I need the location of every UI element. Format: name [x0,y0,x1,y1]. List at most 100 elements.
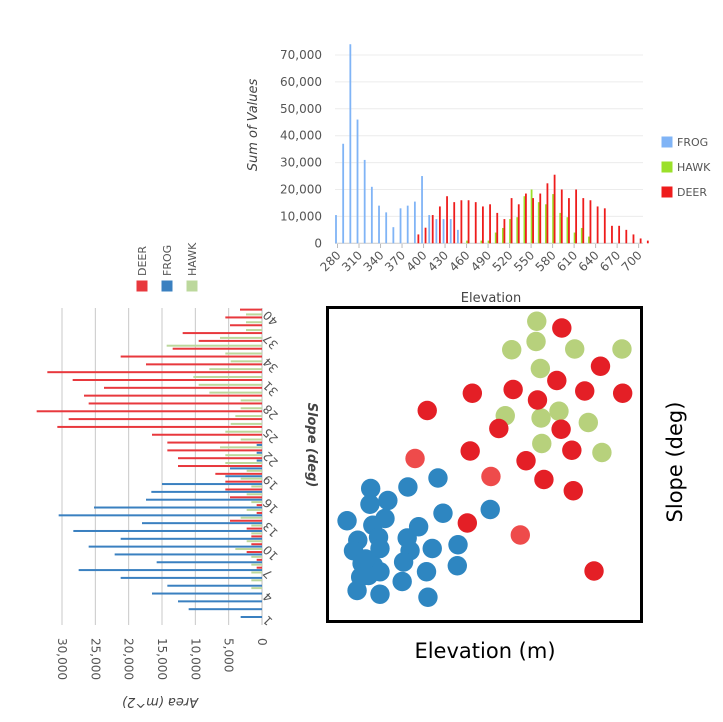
bar-hawk [251,563,262,566]
bar-frog [120,576,263,579]
bar-deer [198,339,262,342]
bar-deer [225,488,262,491]
scatter-point [337,511,357,531]
bar-hawk [225,462,262,464]
bar-hawk [246,313,262,316]
bar-deer [72,379,263,381]
bar-hawk [246,469,262,472]
bar-deer [167,449,262,452]
bar-deer [146,363,262,366]
scatter-point [563,481,583,501]
bar-hawk [246,329,262,332]
bar-hawk [240,516,262,519]
bar-frog [240,616,262,618]
bar-deer [120,355,263,358]
bar-hawk [487,240,490,244]
bar-frog [88,545,263,548]
bar-hawk [523,196,526,244]
scatter-point [370,584,390,604]
x-tick-label: 580 [533,248,559,274]
bar-deer [230,519,262,522]
scatter-point [417,400,437,421]
scatter-point [612,383,633,403]
bar-hawk [240,477,262,480]
x-tick-label: 40 [260,308,281,329]
scatter-point [448,535,468,555]
bar-deer [589,200,592,244]
x-tick-label: 460 [447,248,473,274]
scatter-point [531,408,551,428]
bar-frog [435,219,438,244]
y-tick-label: 30,000 [55,638,69,680]
elevation-bar-chart: Sum of Values Elevation 0 10,000 20,000 30,… [246,44,711,306]
bar-hawk [559,212,562,244]
bar-frog [442,219,445,244]
scatter-point [612,339,632,359]
bar-hawk [225,352,262,355]
bar-frog [178,600,262,603]
bar-frog [256,459,262,462]
bar-frog [392,227,395,244]
bar-frog [114,553,263,556]
x-tick-label: 310 [339,248,365,274]
left-ylabel: Area (m^2) [122,694,199,709]
bar-deer [553,174,556,244]
bar-hawk [240,438,262,441]
bar-deer [246,527,262,530]
scatter-point [534,469,554,490]
legend-label-frog: FROG [677,136,708,149]
y-tick-label: 50,000 [280,102,322,116]
bar-hawk [552,194,554,244]
bar-deer [596,206,599,244]
bar-deer [251,543,262,546]
bar-deer [172,347,262,350]
bar-deer [424,227,427,244]
scatter-point [565,339,585,359]
x-tick-label: 37 [260,331,281,352]
bar-frog [456,229,459,244]
bar-deer [489,204,491,244]
y-tick-label: 60,000 [280,75,322,89]
bar-frog [256,451,262,454]
bar-hawk [502,227,504,244]
left-xlabel: Slope (deg) [304,403,319,488]
bar-hawk [588,236,590,244]
scatter-point [433,503,453,523]
bar-hawk [209,368,262,371]
scatter-point [527,311,547,331]
bar-hawk [251,579,262,582]
bar-frog [120,537,263,540]
bar-deer [57,425,263,428]
bar-deer [431,215,434,244]
bar-frog [73,529,262,532]
bar-deer [611,225,613,244]
legend-label-hawk: HAWK [186,242,199,276]
bar-deer [68,418,263,421]
bar-deer [182,332,262,335]
bar-frog [142,522,262,525]
bar-hawk [235,548,262,551]
scatter-xlabel: Elevation (m) [414,639,555,663]
scatter-point [578,412,599,433]
bar-frog [167,584,262,587]
bar-hawk [230,422,262,425]
scatter-point [370,538,390,559]
bar-frog [406,205,409,244]
scatter-point [516,451,536,471]
bar-deer [575,189,578,244]
bar-frog [256,443,262,446]
legend-swatch-frog [161,280,173,292]
x-tick-label: 16 [260,496,281,517]
scatter-point [481,466,501,487]
scatter-point [503,379,523,400]
bar-deer [560,189,563,244]
scatter-point [392,571,412,592]
scatter-point [575,381,595,401]
bar-deer [618,225,621,244]
x-tick-label: 400 [404,248,430,274]
scatter-point [526,331,546,352]
scatter-point [428,468,448,488]
bar-hawk [193,375,262,378]
x-tick-label: 370 [382,248,408,274]
bar-hawk [566,217,569,244]
